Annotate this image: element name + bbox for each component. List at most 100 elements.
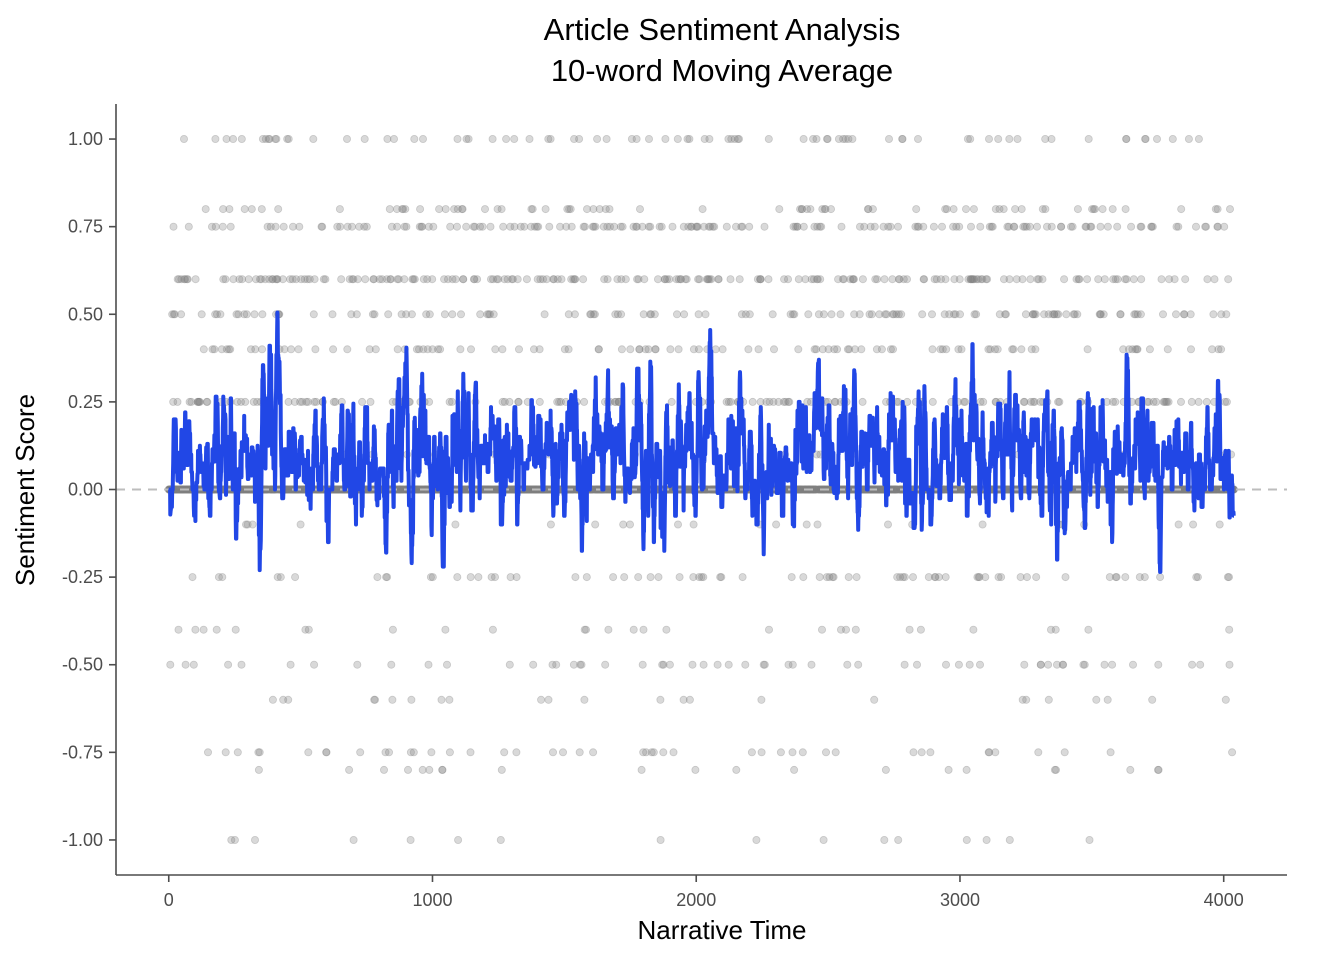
scatter-point — [1092, 695, 1101, 704]
scatter-point — [235, 275, 244, 284]
scatter-point — [580, 397, 589, 406]
scatter-point — [900, 573, 909, 582]
scatter-point — [985, 134, 994, 143]
scatter-point — [741, 660, 750, 669]
scatter-point — [441, 625, 450, 634]
scatter-point — [1103, 222, 1112, 231]
scatter-point — [513, 275, 522, 284]
scatter-point — [1100, 660, 1109, 669]
scatter-point — [169, 397, 178, 406]
scatter-point — [424, 660, 433, 669]
scatter-point — [418, 134, 427, 143]
scatter-point — [295, 222, 304, 231]
scatter-point — [425, 397, 434, 406]
scatter-point — [979, 397, 988, 406]
scatter-point — [1159, 310, 1168, 319]
scatter-point — [273, 275, 282, 284]
scatter-point — [535, 345, 544, 354]
scatter-point — [427, 748, 436, 757]
scatter-point — [1062, 310, 1071, 319]
scatter-point — [335, 205, 344, 214]
scatter-point — [886, 222, 895, 231]
scatter-point — [466, 573, 475, 582]
scatter-point — [790, 310, 799, 319]
scatter-point — [858, 397, 867, 406]
scatter-point — [817, 222, 826, 231]
scatter-point — [978, 520, 987, 529]
scatter-point — [1068, 222, 1077, 231]
scatter-point — [418, 222, 427, 231]
scatter-point — [534, 222, 543, 231]
scatter-point — [829, 573, 838, 582]
scatter-point — [552, 660, 561, 669]
scatter-point — [343, 345, 352, 354]
scatter-point — [564, 345, 573, 354]
scatter-point — [466, 345, 475, 354]
scatter-point — [1011, 205, 1020, 214]
scatter-point — [540, 310, 549, 319]
scatter-point — [718, 345, 727, 354]
scatter-point — [1222, 397, 1231, 406]
scatter-point — [900, 660, 909, 669]
scatter-point — [807, 660, 816, 669]
scatter-point — [403, 765, 412, 774]
x-axis-ticks: 0 1000 2000 3000 4000 — [164, 875, 1244, 910]
scatter-point — [870, 695, 879, 704]
scatter-point — [675, 573, 684, 582]
scatter-point — [870, 222, 879, 231]
scatter-point — [665, 275, 674, 284]
scatter-point — [1145, 345, 1154, 354]
scatter-point — [580, 222, 589, 231]
scatter-point — [500, 748, 509, 757]
scatter-point — [667, 397, 676, 406]
scatter-point — [802, 520, 811, 529]
scatter-point — [337, 275, 346, 284]
scatter-point — [407, 310, 416, 319]
scatter-point — [673, 134, 682, 143]
scatter-point — [393, 345, 402, 354]
scatter-point — [788, 748, 797, 757]
scatter-point — [226, 222, 235, 231]
scatter-point — [435, 205, 444, 214]
scatter-point — [525, 134, 534, 143]
scatter-point — [173, 275, 182, 284]
scatter-point — [195, 397, 204, 406]
scatter-point — [304, 748, 313, 757]
scatter-point — [912, 205, 921, 214]
scatter-point — [181, 275, 190, 284]
scatter-point — [570, 310, 579, 319]
scatter-point — [229, 134, 238, 143]
scatter-point — [961, 397, 970, 406]
scatter-point — [1047, 134, 1056, 143]
scatter-point — [546, 134, 555, 143]
scatter-point — [238, 275, 247, 284]
scatter-point — [942, 345, 951, 354]
scatter-point — [184, 222, 193, 231]
scatter-point — [843, 660, 852, 669]
scatter-point — [1073, 310, 1082, 319]
scatter-point — [1153, 134, 1162, 143]
scatter-point — [489, 310, 498, 319]
scatter-point — [384, 310, 393, 319]
scatter-point — [1225, 660, 1234, 669]
scatter-point — [1084, 625, 1093, 634]
scatter-point — [1021, 310, 1030, 319]
scatter-point — [388, 695, 397, 704]
scatter-point — [393, 222, 402, 231]
scatter-point — [263, 222, 272, 231]
y-tick-label: 0.75 — [68, 217, 103, 237]
scatter-point — [1164, 397, 1173, 406]
scatter-point — [816, 275, 825, 284]
scatter-point — [1005, 134, 1014, 143]
x-tick-label: 2000 — [676, 890, 716, 910]
scatter-point — [1013, 134, 1022, 143]
scatter-point — [760, 222, 769, 231]
scatter-point — [1059, 660, 1068, 669]
scatter-point — [1127, 222, 1136, 231]
scatter-point — [429, 222, 438, 231]
scatter-point — [1174, 520, 1183, 529]
scatter-point — [170, 310, 179, 319]
scatter-point — [181, 660, 190, 669]
scatter-point — [701, 310, 710, 319]
scatter-point — [601, 660, 610, 669]
